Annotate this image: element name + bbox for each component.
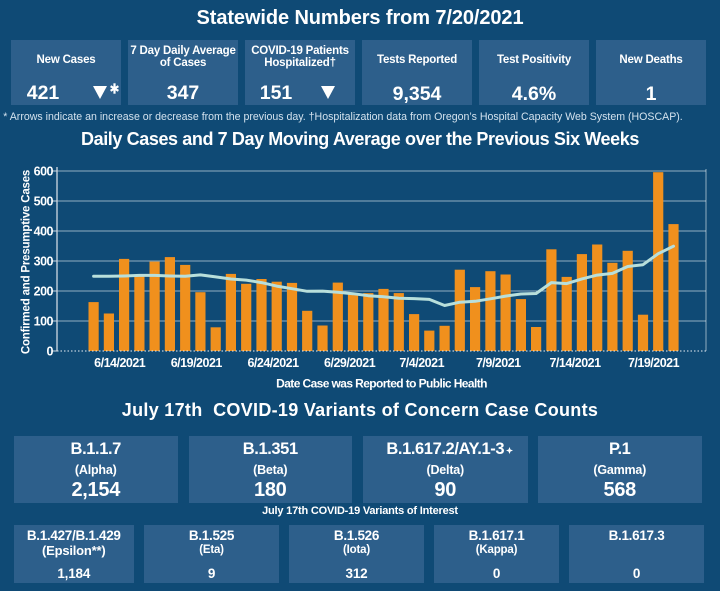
svg-text:Confirmed and Presumptive Case: Confirmed and Presumptive Cases bbox=[21, 170, 33, 354]
svg-text:7/9/2021: 7/9/2021 bbox=[476, 356, 521, 370]
svg-text:6/14/2021: 6/14/2021 bbox=[94, 356, 146, 370]
svg-text:500: 500 bbox=[34, 194, 54, 208]
svg-text:Date Case was Reported to Publ: Date Case was Reported to Public Health bbox=[276, 377, 487, 391]
svg-text:6/29/2021: 6/29/2021 bbox=[324, 356, 376, 370]
svg-text:7/14/2021: 7/14/2021 bbox=[549, 356, 601, 370]
svg-text:400: 400 bbox=[34, 224, 54, 238]
svg-text:6/19/2021: 6/19/2021 bbox=[171, 356, 223, 370]
svg-text:300: 300 bbox=[34, 254, 54, 268]
svg-text:200: 200 bbox=[34, 284, 54, 298]
svg-text:100: 100 bbox=[34, 314, 54, 328]
svg-text:7/19/2021: 7/19/2021 bbox=[628, 356, 680, 370]
svg-text:6/24/2021: 6/24/2021 bbox=[247, 356, 299, 370]
svg-text:600: 600 bbox=[34, 164, 54, 178]
svg-text:0: 0 bbox=[47, 344, 54, 358]
svg-text:7/4/2021: 7/4/2021 bbox=[399, 356, 444, 370]
